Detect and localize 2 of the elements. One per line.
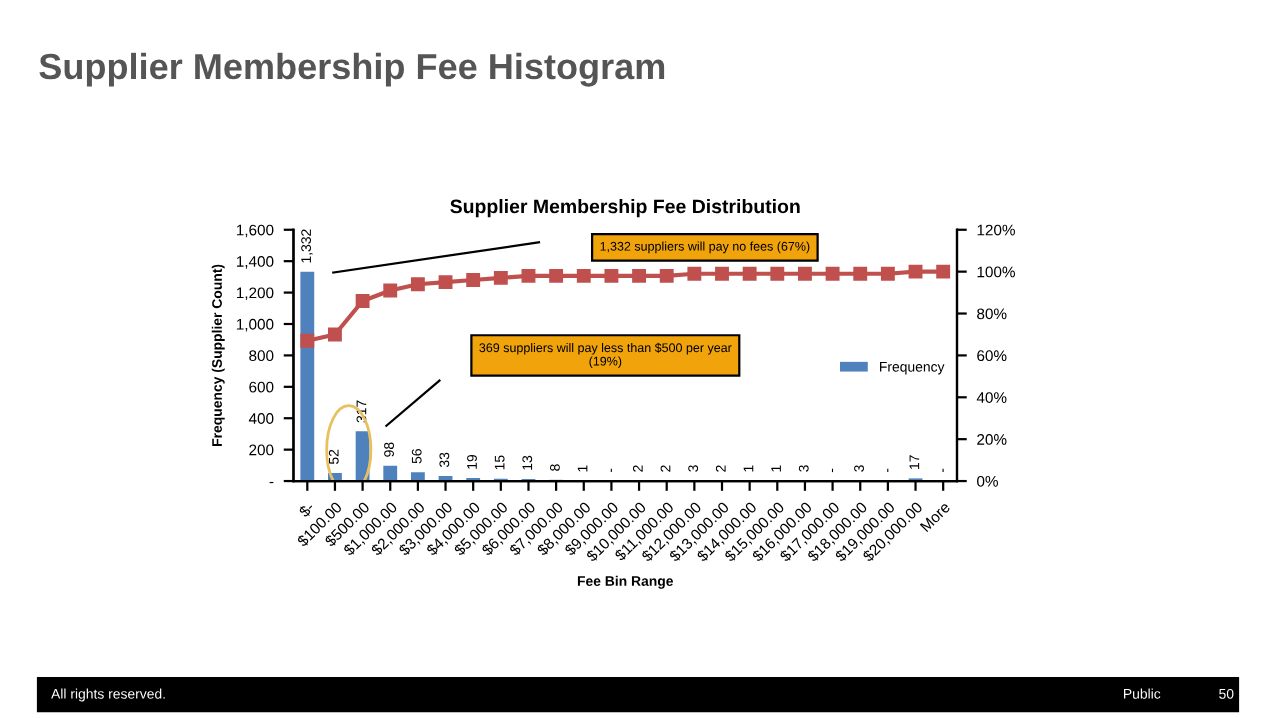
chart-subtitle: Supplier Membership Fee Distribution bbox=[450, 199, 800, 218]
chart-title: Supplier Membership Fee Histogram bbox=[39, 52, 665, 87]
